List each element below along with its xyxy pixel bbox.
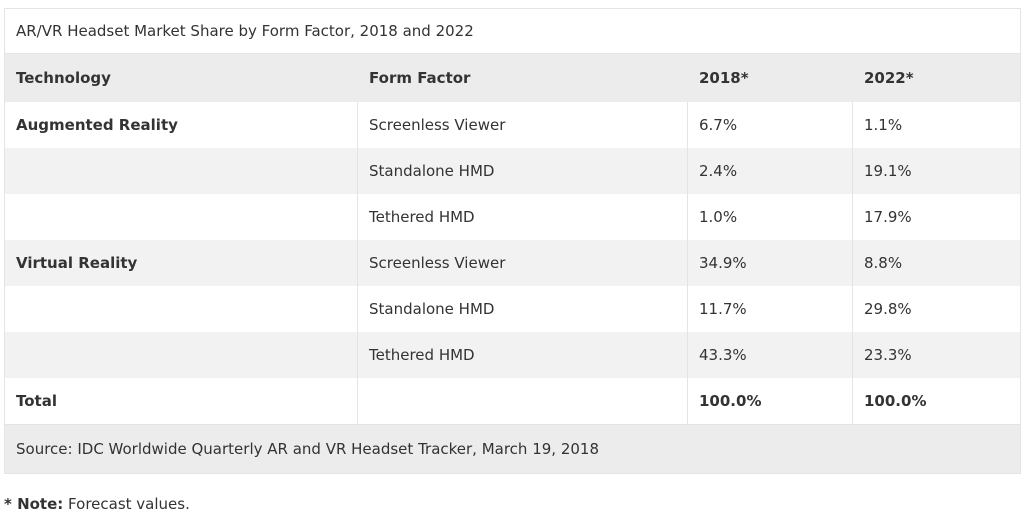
form-factor-cell: Screenless Viewer bbox=[357, 240, 688, 286]
value-2018-cell: 1.0% bbox=[687, 194, 853, 240]
value-2018-cell: 11.7% bbox=[687, 286, 853, 332]
total-label: Total bbox=[4, 378, 358, 425]
technology-cell bbox=[4, 332, 358, 378]
table-row: Standalone HMD 11.7% 29.8% bbox=[4, 286, 1022, 332]
table-row: Augmented Reality Screenless Viewer 6.7%… bbox=[4, 102, 1022, 148]
technology-cell: Virtual Reality bbox=[4, 240, 358, 286]
form-factor-cell: Standalone HMD bbox=[357, 286, 688, 332]
total-form-factor-cell bbox=[357, 378, 688, 425]
value-2022-cell: 29.8% bbox=[851, 286, 1022, 332]
form-factor-cell: Standalone HMD bbox=[357, 148, 688, 194]
value-2022-cell: 17.9% bbox=[851, 194, 1022, 240]
value-2018-cell: 43.3% bbox=[687, 332, 853, 378]
technology-cell bbox=[4, 194, 358, 240]
note-text: Forecast values. bbox=[63, 495, 190, 513]
header-2022: 2022* bbox=[851, 53, 1022, 102]
form-factor-cell: Tethered HMD bbox=[357, 194, 688, 240]
header-2018: 2018* bbox=[687, 53, 853, 102]
forecast-note: * Note: Forecast values. bbox=[4, 495, 190, 513]
technology-cell bbox=[4, 148, 358, 194]
value-2022-cell: 8.8% bbox=[851, 240, 1022, 286]
header-technology: Technology bbox=[4, 53, 358, 102]
total-2018-cell: 100.0% bbox=[687, 378, 853, 425]
table-row: Tethered HMD 43.3% 23.3% bbox=[4, 332, 1022, 378]
technology-cell bbox=[4, 286, 358, 332]
table-row: Standalone HMD 2.4% 19.1% bbox=[4, 148, 1022, 194]
form-factor-cell: Screenless Viewer bbox=[357, 102, 688, 148]
market-share-table-container: AR/VR Headset Market Share by Form Facto… bbox=[3, 8, 1022, 474]
table-row: Tethered HMD 1.0% 17.9% bbox=[4, 194, 1022, 240]
technology-cell: Augmented Reality bbox=[4, 102, 358, 148]
value-2022-cell: 1.1% bbox=[851, 102, 1022, 148]
form-factor-cell: Tethered HMD bbox=[357, 332, 688, 378]
value-2018-cell: 6.7% bbox=[687, 102, 853, 148]
table-row: Virtual Reality Screenless Viewer 34.9% … bbox=[4, 240, 1022, 286]
note-prefix: * Note: bbox=[4, 495, 64, 513]
total-2022-cell: 100.0% bbox=[851, 378, 1022, 425]
value-2018-cell: 2.4% bbox=[687, 148, 853, 194]
table-caption: AR/VR Headset Market Share by Form Facto… bbox=[3, 8, 1022, 54]
header-form-factor: Form Factor bbox=[357, 53, 688, 102]
value-2022-cell: 23.3% bbox=[851, 332, 1022, 378]
value-2018-cell: 34.9% bbox=[687, 240, 853, 286]
source-note: Source: IDC Worldwide Quarterly AR and V… bbox=[3, 424, 1022, 474]
total-row: Total 100.0% 100.0% bbox=[4, 378, 1022, 425]
value-2022-cell: 19.1% bbox=[851, 148, 1022, 194]
market-share-table: AR/VR Headset Market Share by Form Facto… bbox=[3, 8, 1022, 474]
